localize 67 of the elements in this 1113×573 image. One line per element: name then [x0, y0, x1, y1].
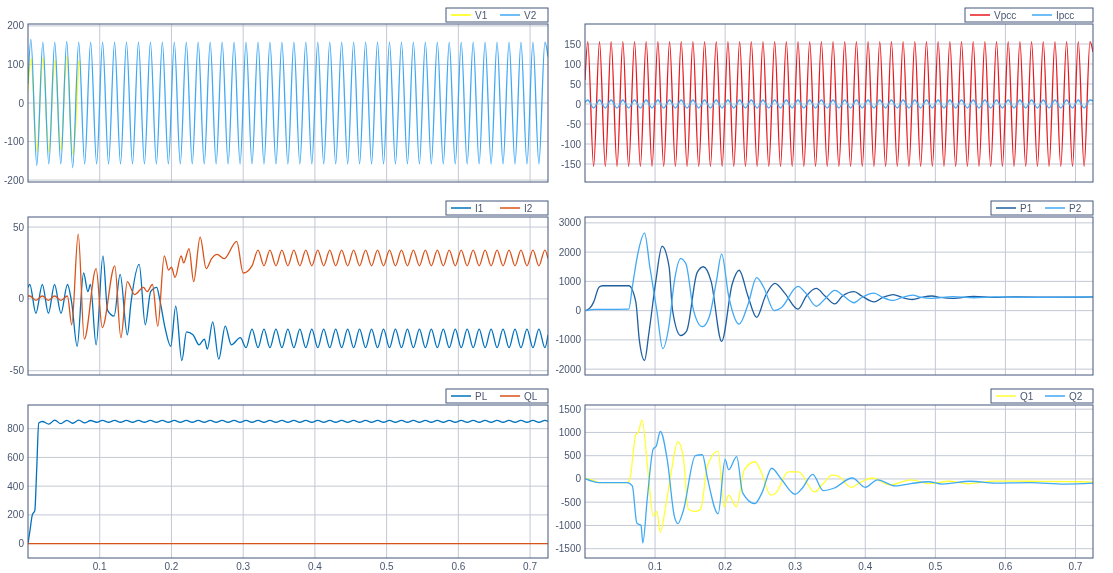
- y-tick-label: -1500: [555, 543, 582, 555]
- legend-label: Vpcc: [994, 9, 1017, 21]
- y-tick-label: 100: [7, 58, 25, 70]
- legend-label: PL: [475, 390, 488, 402]
- y-tick-label: 500: [564, 450, 582, 462]
- y-tick-label: 150: [564, 38, 582, 50]
- x-tick-label: 0.5: [928, 561, 943, 572]
- y-tick-label: -50: [9, 365, 25, 377]
- y-tick-label: 0: [18, 293, 25, 305]
- y-tick-label: -50: [566, 118, 582, 130]
- line-series: [585, 40, 1093, 168]
- y-tick-label: 1500: [558, 403, 582, 415]
- x-tick-label: 0.2: [718, 561, 733, 572]
- legend-label: P1: [1020, 202, 1033, 214]
- y-tick-label: -1000: [555, 334, 582, 346]
- y-tick-label: 2000: [558, 246, 582, 258]
- x-tick-label: 0.3: [236, 561, 251, 572]
- y-tick-label: 50: [569, 78, 582, 90]
- x-tick-label: 0.3: [788, 561, 803, 572]
- y-tick-label: 800: [7, 423, 25, 435]
- x-tick-label: 0.7: [523, 561, 538, 572]
- y-tick-label: 1000: [558, 426, 582, 438]
- x-tick-label: 0.4: [858, 561, 873, 572]
- x-tick-label: 0.1: [92, 561, 108, 572]
- legend-label: I2: [524, 202, 533, 214]
- y-tick-label: -100: [560, 138, 582, 150]
- x-tick-label: 0.6: [998, 561, 1013, 572]
- y-tick-label: 100: [564, 58, 582, 70]
- x-tick-label: 0.5: [379, 561, 395, 572]
- y-tick-label: -150: [560, 158, 582, 170]
- y-tick-label: 0: [575, 305, 582, 317]
- legend-label: V2: [524, 9, 537, 21]
- y-tick-label: -100: [3, 136, 25, 148]
- x-tick-label: 0.7: [1068, 561, 1083, 572]
- legend-label: Ipcc: [1056, 9, 1075, 21]
- line-series: [28, 38, 548, 169]
- line-series: [585, 430, 1093, 544]
- y-tick-label: 200: [7, 20, 25, 32]
- y-tick-label: 0: [18, 538, 25, 550]
- y-tick-label: -1000: [555, 519, 582, 531]
- y-tick-label: -500: [560, 496, 582, 508]
- y-tick-label: 200: [7, 509, 25, 521]
- legend-label: Q1: [1020, 390, 1034, 402]
- y-tick-label: 0: [575, 473, 582, 485]
- line-series: [28, 255, 548, 362]
- y-tick-label: 1000: [558, 275, 582, 287]
- line-series: [585, 232, 1093, 350]
- x-tick-label: 0.2: [164, 561, 179, 572]
- line-series: [28, 233, 548, 340]
- line-series: [585, 99, 1093, 109]
- legend-label: P2: [1069, 202, 1082, 214]
- y-tick-label: 400: [7, 480, 25, 492]
- x-tick-label: 0.1: [648, 561, 663, 572]
- x-tick-label: 0.6: [451, 561, 466, 572]
- y-tick-label: 600: [7, 451, 25, 463]
- legend-label: QL: [524, 390, 538, 402]
- line-series: [585, 419, 1093, 534]
- legend-label: I1: [475, 202, 484, 214]
- y-tick-label: -2000: [555, 363, 582, 375]
- y-tick-label: 0: [18, 97, 25, 109]
- y-tick-label: 3000: [558, 217, 582, 229]
- y-tick-label: 50: [12, 221, 25, 233]
- x-tick-label: 0.4: [307, 561, 323, 572]
- y-tick-label: -200: [3, 174, 25, 186]
- legend-label: Q2: [1069, 390, 1083, 402]
- y-tick-label: 0: [575, 98, 582, 110]
- legend-label: V1: [475, 9, 488, 21]
